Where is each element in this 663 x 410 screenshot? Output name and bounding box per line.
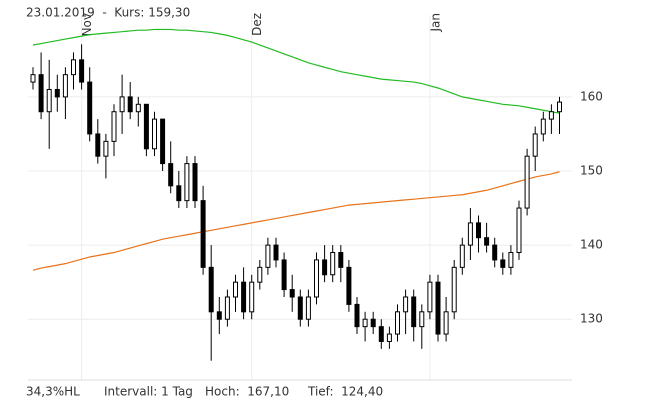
candle-body <box>297 296 303 320</box>
candle-body <box>192 163 198 202</box>
candle-body <box>184 163 190 202</box>
candle-body <box>443 311 449 335</box>
candle-body <box>30 74 36 83</box>
candle-body <box>168 163 174 187</box>
x-tick-label: Jan <box>428 13 442 33</box>
candle-body <box>127 96 133 113</box>
moving-average-line <box>32 28 560 114</box>
candle-body <box>500 259 506 268</box>
candle-body <box>540 118 546 135</box>
candle-body <box>330 252 336 276</box>
candle-body <box>386 333 392 342</box>
moving-average-line <box>32 171 560 271</box>
candle-body <box>427 281 433 313</box>
footer-text: 34,3%HL <box>26 385 80 399</box>
y-tick-label: 150 <box>580 164 603 178</box>
candle-body <box>403 296 409 313</box>
candle-body <box>216 311 222 320</box>
candle-body <box>289 289 295 298</box>
candle-body <box>467 222 473 246</box>
candle-body <box>516 207 522 254</box>
candle-body <box>152 118 157 150</box>
candle-body <box>160 118 166 165</box>
candle-body <box>241 281 247 313</box>
candle-body <box>411 296 417 328</box>
candle-body <box>459 244 465 268</box>
y-tick-label: 130 <box>580 312 603 326</box>
candle-body <box>354 303 360 328</box>
candle-body <box>524 155 530 209</box>
candle-body <box>176 185 182 202</box>
candle-body <box>87 81 93 135</box>
candle-body <box>111 111 117 142</box>
y-tick-label: 140 <box>580 238 603 252</box>
candle-body <box>370 318 376 328</box>
candle-body <box>314 259 319 298</box>
chart-title: 23.01.2019 - Kurs: 159,30 <box>26 6 190 20</box>
candle-body <box>492 244 498 261</box>
candle-body <box>265 244 271 268</box>
candle-body <box>281 259 287 291</box>
candle-body <box>249 281 255 313</box>
candle-body <box>378 326 384 342</box>
candle-body <box>71 59 76 76</box>
candle-body <box>200 200 206 268</box>
candle-body <box>362 318 368 328</box>
x-tick-label: Nov <box>80 13 94 36</box>
footer-text: Tief: 124,40 <box>307 385 383 399</box>
y-tick-label: 160 <box>580 89 603 103</box>
candle-body <box>508 252 514 268</box>
candle-body <box>557 101 562 113</box>
candle-body <box>435 281 441 335</box>
footer-text: Intervall: 1 Tag <box>104 385 193 399</box>
candle-body <box>103 140 109 157</box>
candle-body <box>257 266 263 283</box>
candle-body <box>79 59 85 83</box>
candle-body <box>208 266 214 313</box>
candle-body <box>143 103 149 150</box>
candle-body <box>322 259 328 276</box>
candle-body <box>395 311 400 335</box>
candle-body <box>451 266 457 313</box>
candle-body <box>46 88 52 113</box>
candle-body <box>476 222 481 239</box>
candle-body <box>62 74 68 98</box>
candle-body <box>38 74 44 113</box>
candle-body <box>95 133 101 157</box>
candle-body <box>338 252 344 268</box>
footer-text: Hoch: 167,10 <box>205 385 289 399</box>
candle-body <box>233 281 238 298</box>
candle-body <box>346 266 352 305</box>
candle-body <box>135 103 141 113</box>
candle-body <box>419 311 425 328</box>
candle-body <box>532 133 538 157</box>
candle-body <box>273 244 279 261</box>
x-tick-label: Dez <box>250 13 264 36</box>
candle-body <box>224 296 230 320</box>
candle-body <box>305 296 311 320</box>
candle-body <box>54 88 60 98</box>
candle-body <box>119 96 125 113</box>
candle-body <box>548 111 554 120</box>
candle-body <box>484 237 490 246</box>
